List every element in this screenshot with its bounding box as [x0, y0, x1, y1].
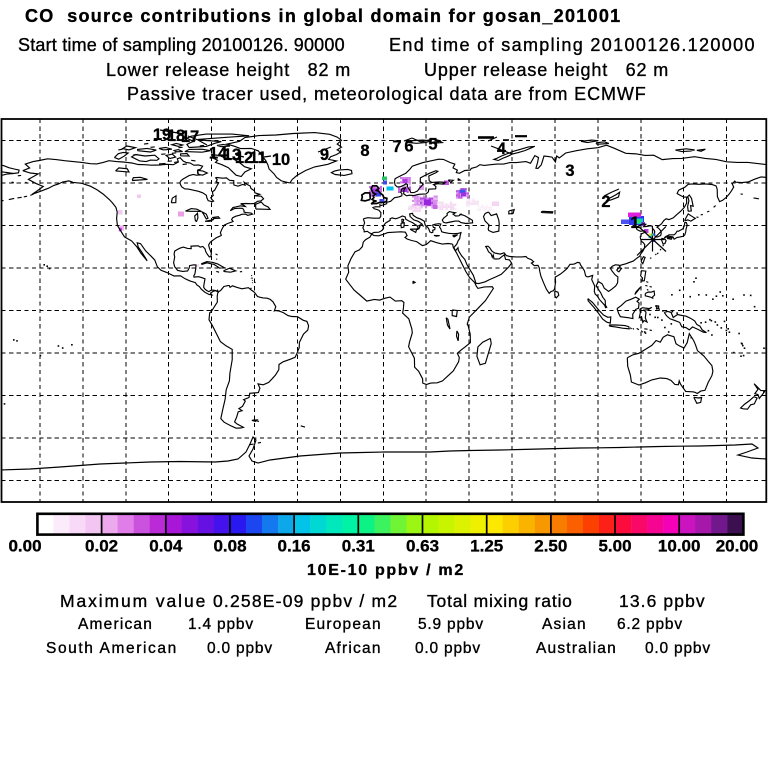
svg-text:1: 1: [630, 214, 639, 232]
svg-text:19: 19: [153, 126, 171, 144]
svg-text:10.00: 10.00: [658, 537, 701, 556]
svg-text:5: 5: [428, 136, 437, 154]
svg-text:7: 7: [392, 138, 401, 156]
svg-text:20.00: 20.00: [716, 537, 759, 556]
svg-text:1.25: 1.25: [470, 537, 503, 556]
svg-text:0.04: 0.04: [149, 537, 183, 556]
svg-text:0.02: 0.02: [85, 537, 118, 556]
svg-text:9: 9: [320, 146, 329, 164]
svg-text:5.00: 5.00: [598, 537, 631, 556]
svg-text:2.50: 2.50: [534, 537, 567, 556]
svg-text:18: 18: [167, 127, 185, 145]
svg-text:0.00: 0.00: [8, 537, 41, 556]
svg-text:3: 3: [565, 162, 574, 180]
svg-text:13: 13: [223, 146, 241, 164]
svg-text:0.08: 0.08: [213, 537, 246, 556]
svg-text:0.63: 0.63: [406, 537, 439, 556]
svg-text:17: 17: [181, 128, 199, 146]
svg-text:6: 6: [404, 138, 413, 156]
svg-text:2: 2: [601, 193, 610, 211]
svg-text:4: 4: [497, 140, 507, 158]
svg-text:14: 14: [209, 145, 228, 163]
svg-text:0.31: 0.31: [342, 537, 375, 556]
svg-text:12: 12: [235, 149, 253, 167]
svg-text:0.16: 0.16: [278, 537, 311, 556]
svg-text:11: 11: [249, 149, 266, 167]
svg-text:8: 8: [360, 142, 369, 160]
svg-text:10: 10: [272, 151, 290, 169]
